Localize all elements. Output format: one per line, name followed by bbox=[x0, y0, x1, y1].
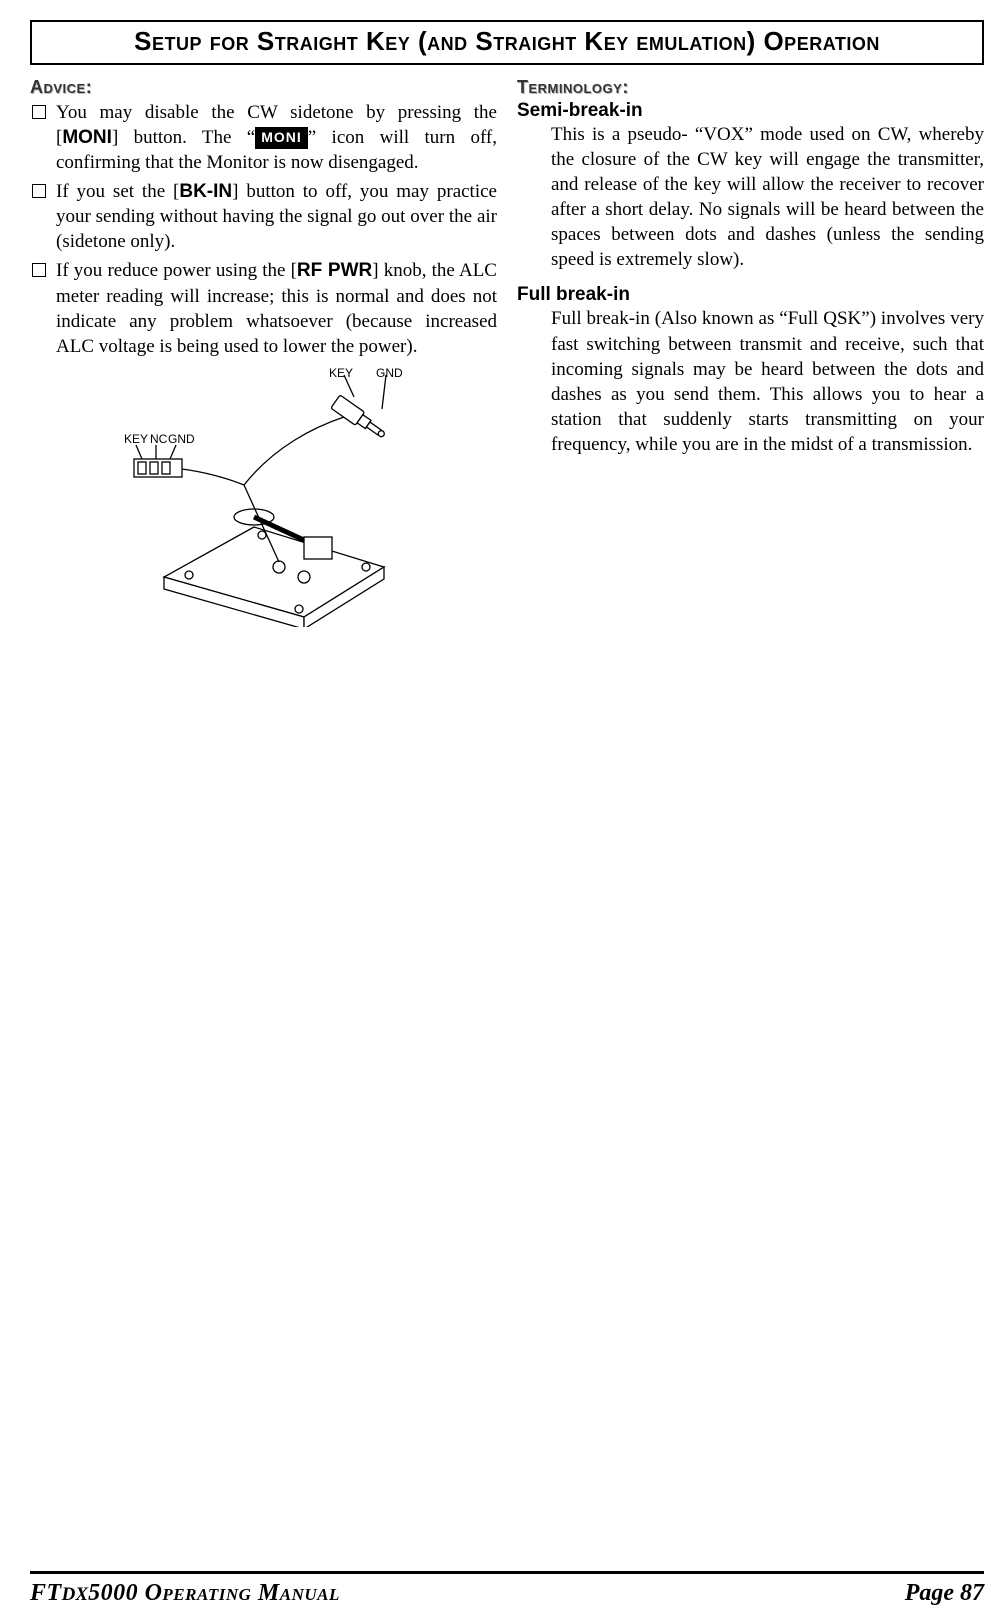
advice-item: If you set the [BK-IN] button to off, yo… bbox=[30, 179, 497, 254]
advice-text: If you reduce power using the [RF PWR] k… bbox=[56, 258, 497, 358]
checkbox-icon bbox=[32, 105, 46, 119]
jack-label-gnd: GND bbox=[168, 432, 195, 446]
text-fragment: If you reduce power using the [ bbox=[56, 260, 297, 281]
checkbox-icon bbox=[32, 263, 46, 277]
text-fragment: If you set the [ bbox=[56, 181, 179, 202]
text-fragment: FT bbox=[30, 1580, 62, 1606]
straight-key-diagram-icon: KEY GND KEY NC GND bbox=[104, 367, 424, 627]
moni-icon: MONI bbox=[255, 127, 308, 148]
manual-title: FTDX5000 Operating Manual bbox=[30, 1580, 340, 1607]
advice-text: If you set the [BK-IN] button to off, yo… bbox=[56, 179, 497, 254]
moni-button-label: MONI bbox=[62, 127, 112, 148]
text-fragment: DX bbox=[62, 1584, 88, 1605]
advice-list: You may disable the CW sidetone by press… bbox=[30, 100, 497, 359]
plug-label-gnd: GND bbox=[376, 367, 403, 380]
footer-rule bbox=[30, 1571, 984, 1574]
page-footer: FTDX5000 Operating Manual Page 87 bbox=[30, 1571, 984, 1607]
bkin-button-label: BK-IN bbox=[179, 181, 232, 202]
jack-label-nc: NC bbox=[150, 432, 168, 446]
rfpwr-knob-label: RF PWR bbox=[297, 260, 372, 281]
right-column: Terminology: Semi-break-in This is a pse… bbox=[517, 77, 984, 627]
semi-breakin-title: Semi-break-in bbox=[517, 100, 984, 122]
terminology-heading: Terminology: bbox=[517, 77, 984, 98]
advice-text: You may disable the CW sidetone by press… bbox=[56, 100, 497, 175]
manual-page: Setup for Straight Key (and Straight Key… bbox=[0, 0, 1006, 1623]
full-breakin-body: Full break-in (Also known as “Full QSK”)… bbox=[517, 306, 984, 456]
text-fragment: Operating Manual bbox=[145, 1580, 340, 1606]
section-title: Setup for Straight Key (and Straight Key… bbox=[134, 26, 880, 56]
checkbox-icon bbox=[32, 184, 46, 198]
text-fragment: 5000 bbox=[88, 1580, 145, 1606]
section-title-bar: Setup for Straight Key (and Straight Key… bbox=[30, 20, 984, 65]
page-number: Page 87 bbox=[905, 1580, 984, 1607]
advice-item: You may disable the CW sidetone by press… bbox=[30, 100, 497, 175]
advice-heading: Advice: bbox=[30, 77, 497, 98]
jack-label-key: KEY bbox=[124, 432, 148, 446]
full-breakin-title: Full break-in bbox=[517, 284, 984, 306]
key-diagram: KEY GND KEY NC GND bbox=[30, 367, 497, 627]
left-column: Advice: You may disable the CW sidetone … bbox=[30, 77, 497, 627]
semi-breakin-body: This is a pseudo- “VOX” mode used on CW,… bbox=[517, 122, 984, 272]
advice-item: If you reduce power using the [RF PWR] k… bbox=[30, 258, 497, 358]
two-column-layout: Advice: You may disable the CW sidetone … bbox=[30, 77, 984, 627]
plug-label-key: KEY bbox=[329, 367, 353, 380]
text-fragment: ] button. The “ bbox=[112, 127, 255, 148]
